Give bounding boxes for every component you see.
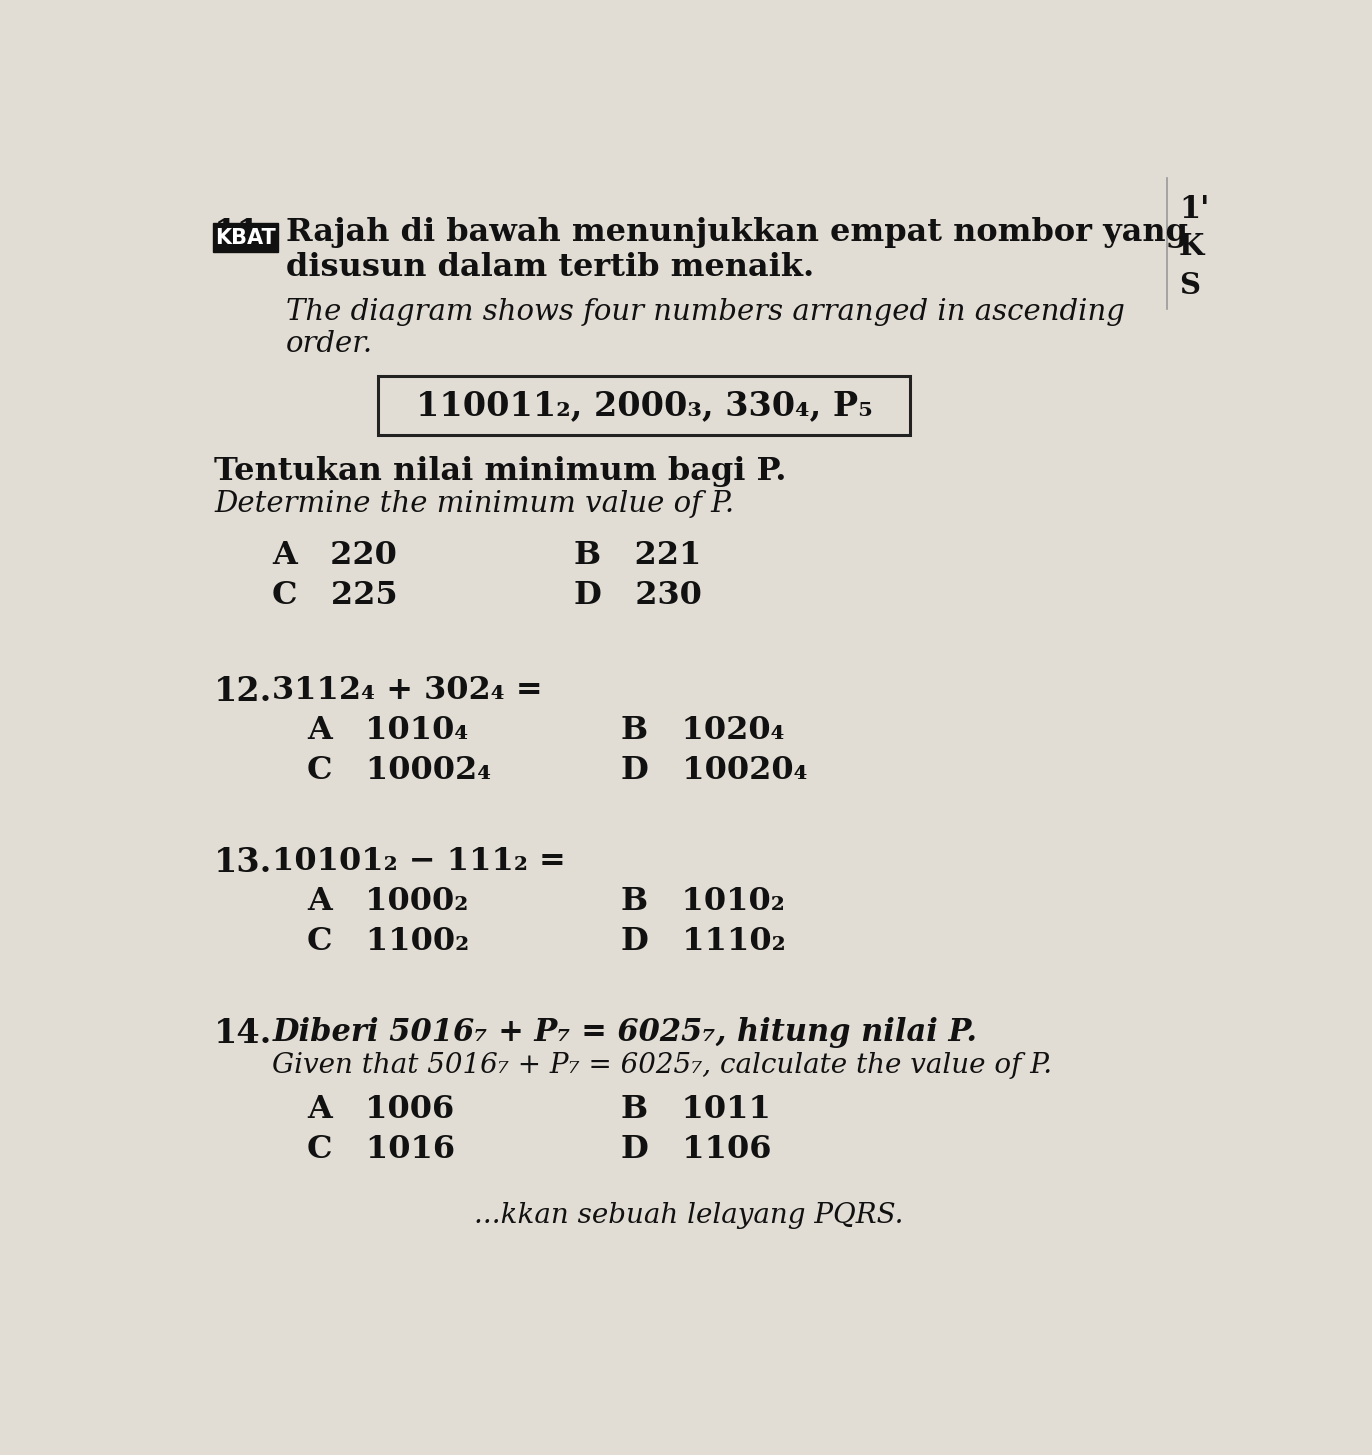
FancyBboxPatch shape <box>214 223 279 252</box>
Text: ...kkan sebuah lelayang PQRS.: ...kkan sebuah lelayang PQRS. <box>473 1202 903 1229</box>
Text: Given that 5016₇ + P₇ = 6025₇, calculate the value of P.: Given that 5016₇ + P₇ = 6025₇, calculate… <box>272 1052 1052 1078</box>
Text: Tentukan nilai minimum bagi P.: Tentukan nilai minimum bagi P. <box>214 455 786 486</box>
Text: D   1106: D 1106 <box>622 1133 771 1165</box>
Text: D   1110₂: D 1110₂ <box>622 927 786 957</box>
Text: C   225: C 225 <box>272 581 398 611</box>
Text: D   10020₄: D 10020₄ <box>622 755 808 786</box>
Text: disusun dalam tertib menaik.: disusun dalam tertib menaik. <box>287 252 815 282</box>
Text: 11.: 11. <box>214 217 273 250</box>
Text: A   1000₂: A 1000₂ <box>307 886 468 917</box>
Text: B   1011: B 1011 <box>622 1094 771 1125</box>
Text: 1': 1' <box>1179 194 1209 226</box>
FancyBboxPatch shape <box>379 377 910 435</box>
Text: S: S <box>1179 271 1200 300</box>
Text: 3112₄ + 302₄ =: 3112₄ + 302₄ = <box>272 675 543 706</box>
Text: C   10002₄: C 10002₄ <box>307 755 491 786</box>
Text: The diagram shows four numbers arranged in ascending: The diagram shows four numbers arranged … <box>287 298 1125 326</box>
Text: 12.: 12. <box>214 675 273 709</box>
Text: A   1006: A 1006 <box>307 1094 454 1125</box>
Text: 110011₂, 2000₃, 330₄, P₅: 110011₂, 2000₃, 330₄, P₅ <box>416 388 873 422</box>
Text: KBAT: KBAT <box>215 228 276 247</box>
Text: Diberi 5016₇ + P₇ = 6025₇, hitung nilai P.: Diberi 5016₇ + P₇ = 6025₇, hitung nilai … <box>272 1017 977 1048</box>
Text: 10101₂ − 111₂ =: 10101₂ − 111₂ = <box>272 845 567 877</box>
Text: C   1016: C 1016 <box>307 1133 456 1165</box>
Text: A   1010₄: A 1010₄ <box>307 716 468 746</box>
Text: D   230: D 230 <box>575 581 702 611</box>
Text: B   1010₂: B 1010₂ <box>622 886 785 917</box>
Text: 13.: 13. <box>214 845 273 879</box>
Text: 14.: 14. <box>214 1017 273 1051</box>
Text: K: K <box>1179 233 1205 262</box>
Text: Rajah di bawah menunjukkan empat nombor yang: Rajah di bawah menunjukkan empat nombor … <box>287 217 1188 247</box>
Text: B   221: B 221 <box>575 540 702 572</box>
Text: A   220: A 220 <box>272 540 397 572</box>
Text: C   1100₂: C 1100₂ <box>307 927 469 957</box>
Text: B   1020₄: B 1020₄ <box>622 716 785 746</box>
Text: Determine the minimum value of P.: Determine the minimum value of P. <box>214 490 734 518</box>
Text: order.: order. <box>287 330 373 358</box>
